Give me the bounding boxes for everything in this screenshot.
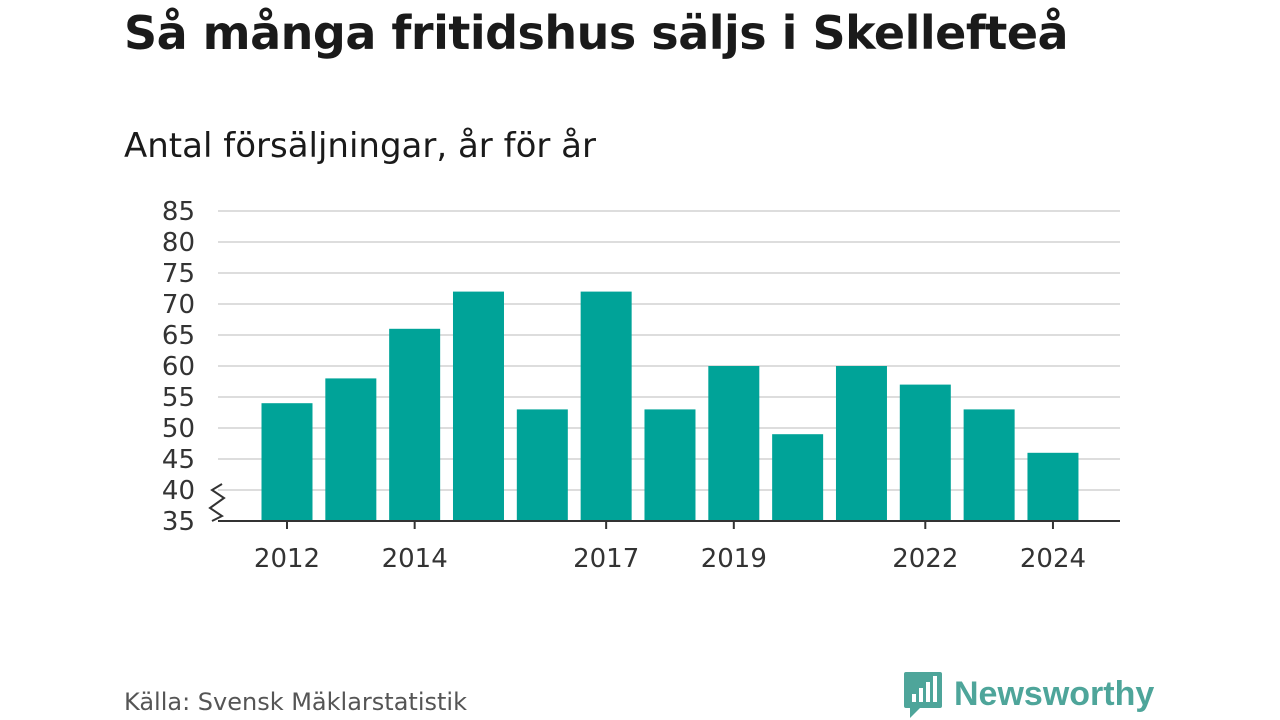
chart-title: Så många fritidshus säljs i Skellefteå [124, 6, 1069, 60]
bar-2012 [261, 403, 313, 521]
y-tick-label-40: 40 [162, 476, 195, 506]
y-tick-label-50: 50 [162, 414, 195, 444]
y-tick-label-65: 65 [162, 321, 195, 351]
x-axis-labels: 2012 2014 2017 2019 2022 2024 [254, 544, 1086, 574]
y-tick-label-70: 70 [162, 290, 195, 320]
bar-2022 [899, 384, 951, 521]
y-tick-label-75: 75 [162, 259, 195, 289]
bar-2018 [644, 409, 696, 521]
x-tick-label-2014: 2014 [382, 544, 448, 574]
y-tick-label-60: 60 [162, 352, 195, 382]
y-tick-label-55: 55 [162, 383, 195, 413]
x-axis [218, 520, 1120, 529]
axis-break-icon [208, 483, 226, 522]
bars [261, 291, 1079, 521]
y-tick-label-45: 45 [162, 445, 195, 475]
bar-2017 [580, 291, 632, 521]
y-tick-label-80: 80 [162, 228, 195, 258]
bar-2014 [389, 328, 441, 521]
x-tick-label-2024: 2024 [1020, 544, 1086, 574]
x-tick-label-2012: 2012 [254, 544, 320, 574]
bar-2013 [325, 378, 377, 521]
x-tick-label-2019: 2019 [701, 544, 767, 574]
x-tick-label-2022: 2022 [892, 544, 958, 574]
y-tick-label-35: 35 [162, 507, 195, 537]
bar-2019 [708, 366, 760, 521]
newsworthy-logo-text: Newsworthy [954, 674, 1155, 713]
bar-2021 [835, 366, 887, 521]
bar-2020 [772, 434, 824, 521]
chart-subtitle: Antal försäljningar, år för år [124, 126, 596, 166]
source-note: Källa: Svensk Mäklarstatistik [124, 688, 467, 716]
bar-2024 [1027, 452, 1079, 521]
y-tick-label-85: 85 [162, 197, 195, 227]
newsworthy-logo-icon [904, 672, 942, 718]
newsworthy-logo: Newsworthy [902, 668, 1154, 720]
bar-2015 [452, 291, 504, 521]
bar-2023 [963, 409, 1015, 521]
x-tick-label-2017: 2017 [573, 544, 639, 574]
bar-2016 [516, 409, 568, 521]
